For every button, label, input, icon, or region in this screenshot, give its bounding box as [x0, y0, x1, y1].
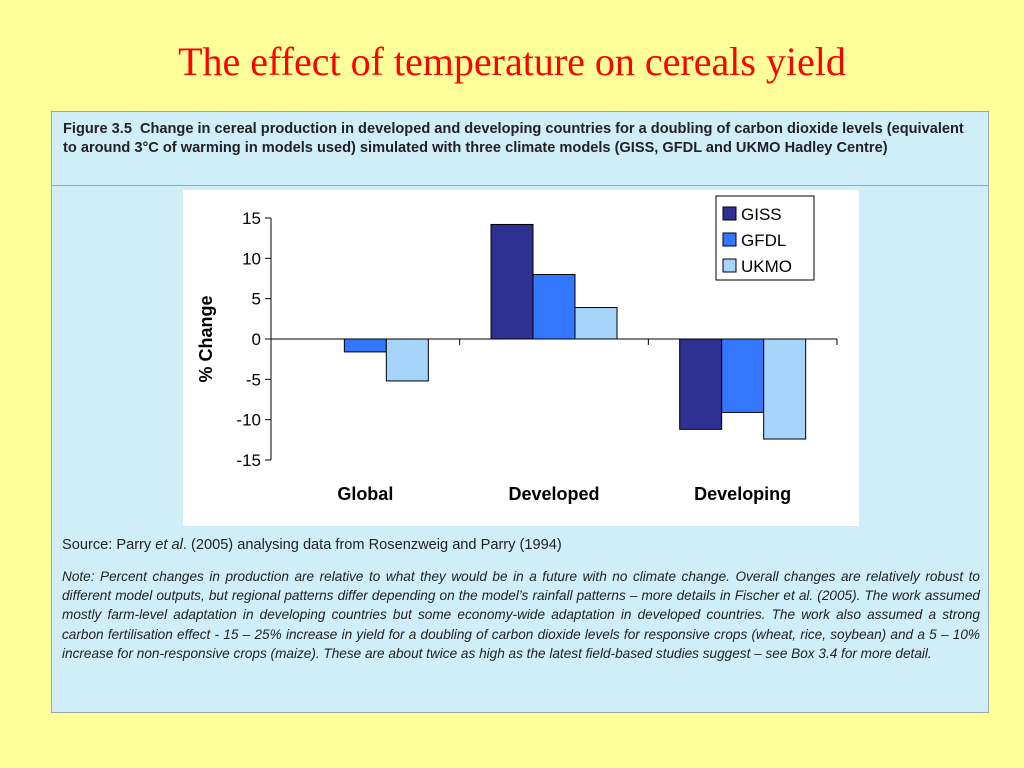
y-tick-label: 15	[242, 209, 261, 228]
legend-label-ukmo: UKMO	[741, 257, 792, 276]
figure-box: Figure 3.5 Change in cereal production in…	[51, 111, 989, 713]
x-category-label: Developing	[694, 484, 791, 504]
source-italic: et al	[155, 537, 183, 553]
source-text: Source: Parry et al. (2005) analysing da…	[62, 537, 977, 553]
note-text: Note: Percent changes in production are …	[62, 569, 980, 661]
slide-title: The effect of temperature on cereals yie…	[178, 39, 846, 84]
y-axis-title: % Change	[196, 295, 216, 382]
bar-ukmo-developing	[763, 338, 807, 440]
chart-panel: 15 10 5 0 -5 -10 -15 Global Developed Developing%…	[183, 190, 859, 526]
y-tick-label: -10	[236, 411, 261, 430]
y-tick-label: 5	[252, 290, 261, 309]
bar-gfdl-developed	[532, 273, 576, 340]
figure-caption: Figure 3.5 Change in cereal production in…	[52, 112, 988, 186]
legend-swatch-ukmo	[722, 258, 737, 273]
bar-chart: 15 10 5 0 -5 -10 -15 Global Developed Developing%…	[196, 195, 838, 504]
x-category-label: Global	[337, 484, 393, 504]
bar-giss-developed	[490, 223, 534, 340]
legend-label-giss: GISS	[741, 205, 782, 224]
bar-gfdl-global	[343, 338, 387, 353]
legend-swatch-gfdl	[722, 232, 737, 247]
x-category-label: Developed	[508, 484, 599, 504]
source-suffix: . (2005) analysing data from Rosenzweig …	[182, 537, 562, 553]
source-prefix: Source: Parry	[62, 537, 156, 553]
bar-ukmo-global	[385, 338, 429, 382]
legend-swatch-giss	[722, 206, 737, 221]
bar-ukmo-developed	[574, 307, 618, 340]
y-tick-label: 0	[252, 330, 261, 349]
bar-gfdl-developing	[721, 338, 765, 413]
legend-label-gfdl: GFDL	[741, 231, 786, 250]
figure-label: Figure 3.5	[63, 121, 132, 137]
y-tick-label: -5	[246, 370, 261, 389]
bar-giss-developing	[679, 338, 723, 430]
y-tick-label: 10	[242, 249, 261, 268]
y-tick-label: -15	[236, 451, 261, 470]
figure-caption-text: Change in cereal production in developed…	[63, 121, 964, 156]
